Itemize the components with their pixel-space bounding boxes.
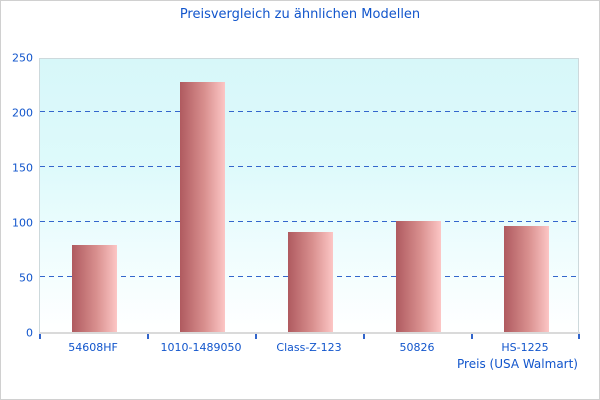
x-axis-tick [255, 334, 257, 339]
bar-54608HF [71, 245, 117, 332]
chart-title: Preisvergleich zu ähnlichen Modellen [179, 7, 421, 22]
x-axis-tick [471, 334, 473, 339]
x-axis-title: Preis (USA Walmart) [457, 357, 578, 371]
x-axis-category-label: HS-1225 [501, 341, 549, 354]
x-axis-tick [147, 334, 149, 339]
x-axis-category-labels: 54608HF 1010-1489050 Class-Z-123 50826 HS-12… [39, 341, 579, 355]
gridline-200 [40, 111, 578, 112]
x-axis-tick [39, 334, 41, 339]
x-axis-category-label: 1010-1489050 [160, 341, 242, 354]
x-axis-category-label: 54608HF [68, 341, 118, 354]
x-axis-ticks [39, 334, 580, 339]
y-axis-tick-label: 100 [12, 216, 33, 230]
bar-HS-1225 [503, 226, 549, 332]
y-axis-tick-label: 0 [26, 326, 33, 340]
x-axis-tick [363, 334, 365, 339]
x-axis-category-label: 50826 [399, 341, 435, 354]
gridline-100 [40, 221, 578, 222]
bar-Class-Z-123 [287, 231, 333, 332]
bar-1010-1489050 [179, 82, 225, 332]
y-axis-tick-label: 150 [12, 161, 33, 175]
x-axis-tick [578, 334, 580, 339]
x-axis-category-label: Class-Z-123 [276, 341, 342, 354]
gridline-150 [40, 166, 578, 167]
y-axis-tick-label: 250 [12, 51, 33, 65]
y-axis-tick-label: 200 [12, 106, 33, 120]
bar-50826 [395, 220, 441, 332]
plot-area [39, 58, 579, 333]
x-axis-line [39, 332, 580, 334]
y-axis-tick-label: 50 [19, 271, 33, 285]
y-axis-labels: 0 50 100 150 200 250 [1, 52, 33, 340]
